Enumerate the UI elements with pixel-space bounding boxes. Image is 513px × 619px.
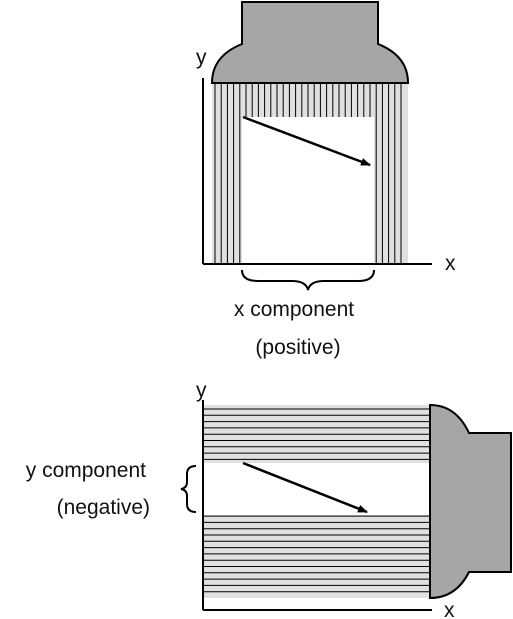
top-light-rays [214,83,402,264]
top-vector-shadow-gap [242,117,374,264]
bottom-figure: y x y component (negative) [26,379,512,619]
bottom-vector-shadow-gap [203,463,430,515]
bottom-component-label: y component [26,459,146,482]
bottom-component-sign: (negative) [57,496,150,519]
bottom-component-brace [180,465,197,513]
bottom-y-axis-label: y [196,379,207,402]
bottom-light-rays [203,408,430,593]
top-x-axis-label: x [445,252,456,275]
bottom-projector [429,403,512,600]
top-component-sign: (positive) [255,336,340,359]
top-component-brace [241,269,375,291]
top-figure: y x x component (positive) [196,1,456,359]
top-y-axis-label: y [196,46,207,69]
top-component-label: x component [234,298,354,321]
bottom-x-axis-label: x [444,599,455,619]
top-vector-arrow [242,115,371,167]
bottom-vector-arrow [242,461,368,514]
top-projector [210,1,410,84]
bottom-light-region [203,405,430,598]
top-light-region [212,83,408,264]
